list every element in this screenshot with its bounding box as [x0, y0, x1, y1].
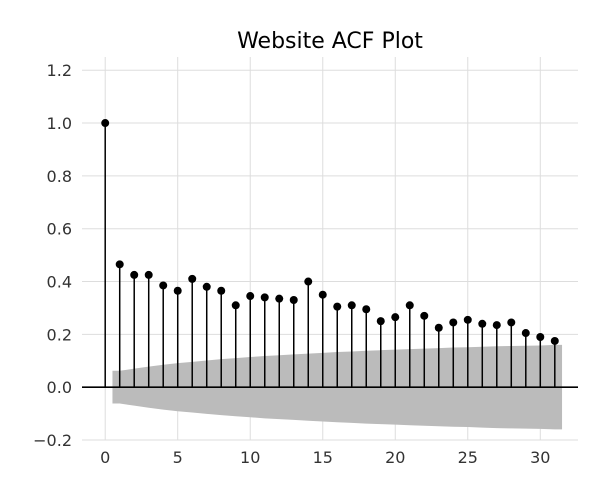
y-tick-label: 0.8	[47, 167, 72, 186]
acf-point	[231, 301, 240, 310]
acf-point	[275, 294, 284, 303]
acf-point	[289, 296, 298, 305]
acf-point	[521, 329, 530, 338]
acf-point	[507, 318, 516, 327]
acf-point	[492, 321, 501, 330]
acf-point	[217, 286, 226, 295]
acf-point	[550, 336, 559, 345]
acf-point	[536, 332, 545, 341]
x-axis-ticks: 0 5 10 15 20 25 30	[100, 448, 550, 467]
y-tick-label: 0.6	[47, 220, 72, 239]
acf-point	[115, 260, 124, 269]
acf-point	[260, 293, 269, 302]
acf-point	[347, 301, 356, 310]
acf-point	[188, 274, 197, 283]
y-tick-label: 1.0	[47, 114, 72, 133]
acf-point	[434, 323, 443, 332]
acf-point	[376, 317, 385, 326]
chart-title: Website ACF Plot	[237, 29, 423, 54]
y-tick-label: 1.2	[47, 61, 72, 80]
y-axis-ticks: −0.2 0.0 0.2 0.4 0.6 0.8 1.0 1.2	[33, 61, 72, 450]
y-tick-label: −0.2	[33, 431, 72, 450]
acf-point	[144, 270, 153, 279]
y-tick-label: 0.0	[47, 378, 72, 397]
acf-point	[304, 277, 313, 286]
acf-point	[130, 270, 139, 279]
x-tick-label: 15	[313, 448, 333, 467]
acf-point	[202, 282, 211, 291]
acf-point	[420, 311, 429, 320]
acf-point	[101, 119, 110, 128]
acf-point	[391, 313, 400, 322]
y-tick-label: 0.4	[47, 273, 72, 292]
markers	[101, 119, 559, 345]
acf-point	[318, 290, 327, 299]
grid	[82, 57, 578, 441]
acf-point	[449, 318, 458, 327]
x-tick-label: 0	[100, 448, 110, 467]
acf-point	[173, 286, 182, 295]
x-tick-label: 20	[385, 448, 405, 467]
acf-point	[463, 315, 472, 324]
acf-point	[246, 292, 255, 301]
acf-point	[362, 305, 371, 314]
y-tick-label: 0.2	[47, 325, 72, 344]
x-tick-label: 30	[530, 448, 550, 467]
acf-point	[333, 302, 342, 311]
acf-point	[478, 319, 487, 328]
x-tick-label: 5	[173, 448, 183, 467]
x-tick-label: 10	[240, 448, 260, 467]
acf-point	[159, 281, 168, 290]
acf-point	[405, 301, 414, 310]
x-tick-label: 25	[458, 448, 478, 467]
stems	[104, 123, 556, 388]
